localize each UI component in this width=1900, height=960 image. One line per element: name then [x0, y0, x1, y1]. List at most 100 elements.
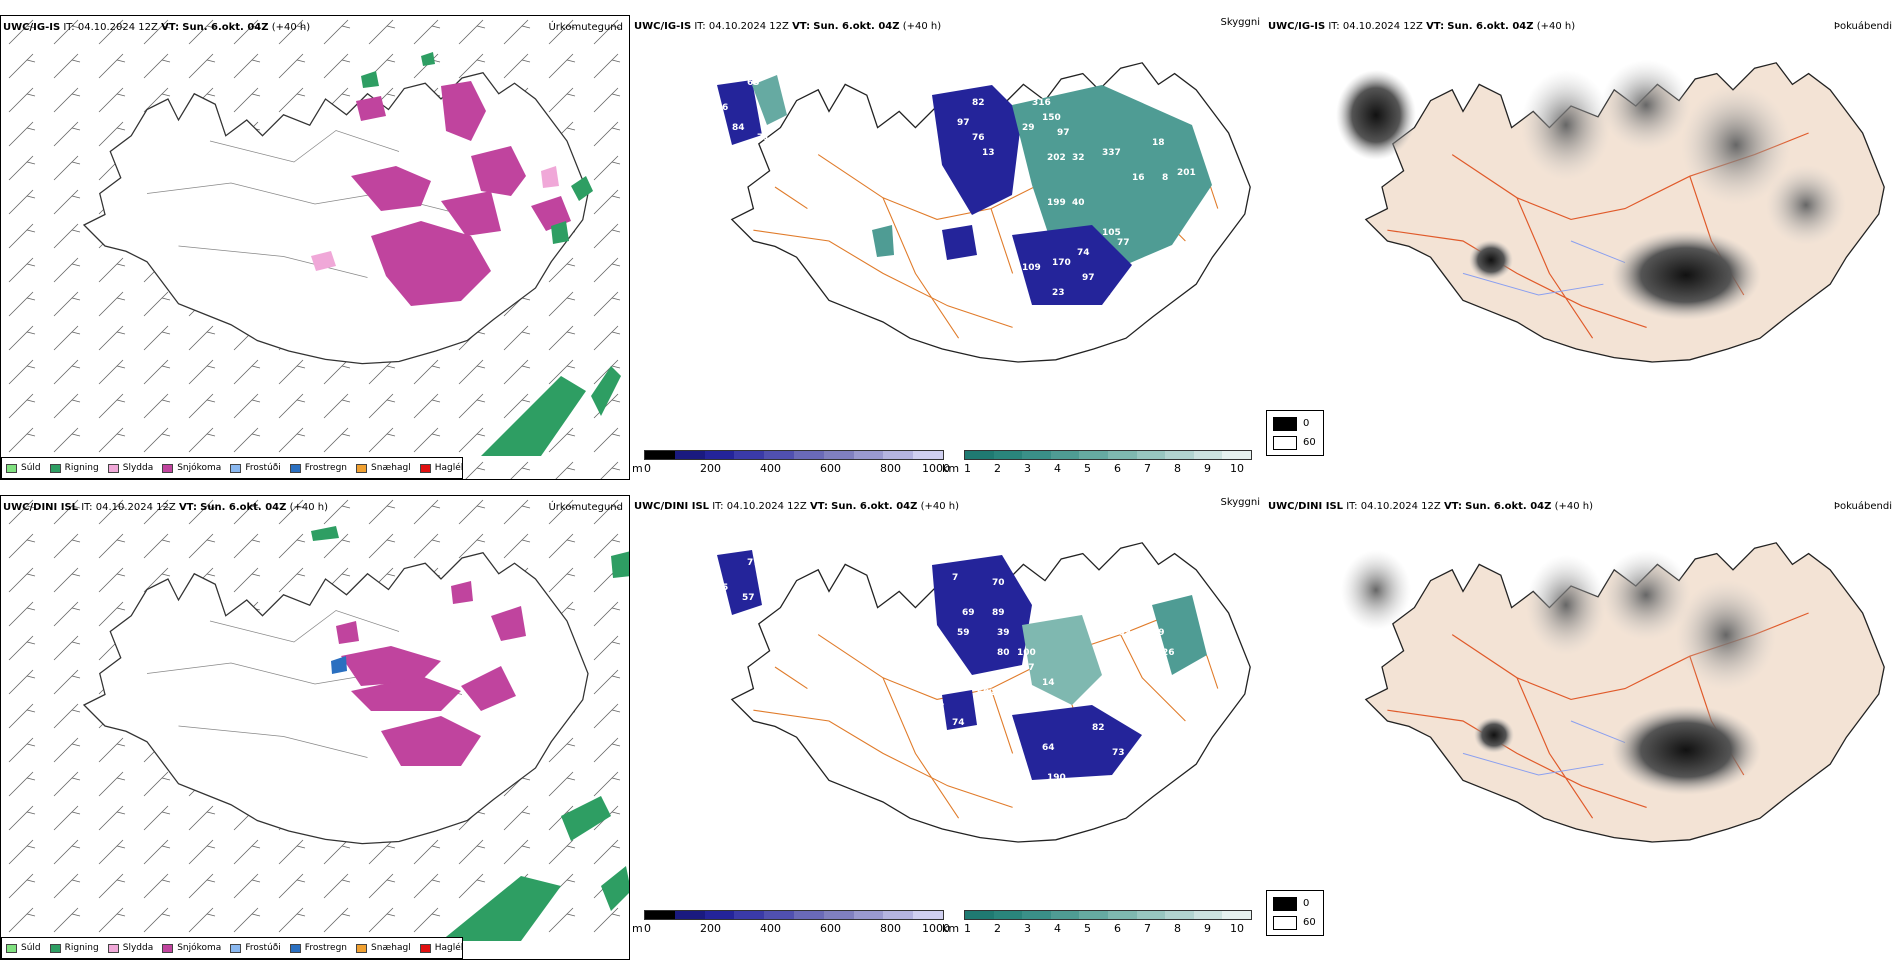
legend-item-frostudi: Frostúði	[230, 943, 281, 953]
tick: 400	[760, 922, 781, 935]
visibility-value-label: 201	[1177, 168, 1196, 178]
legend-item-sudl: Súld	[6, 463, 41, 473]
tick: 10	[1230, 922, 1244, 935]
tick: 1	[964, 462, 971, 475]
visibility-value-label: 65	[747, 78, 760, 88]
visibility-value-label: 59	[957, 628, 970, 638]
visibility-colorbar-km: km 1 2 3 4 5 6 7 8 9 10	[942, 910, 1254, 936]
tick: 4	[1054, 462, 1061, 475]
visibility-value-label: 97	[1057, 128, 1070, 138]
tick: 2	[994, 462, 1001, 475]
legend-item-frostregn: Frostregn	[289, 943, 347, 953]
tick: 5	[1084, 462, 1091, 475]
visibility-value-label: 89	[992, 608, 1005, 618]
visibility-value-label: 199	[1047, 198, 1066, 208]
visibility-value-label: 17	[932, 703, 945, 713]
visibility-colorbar-km: km 1 2 3 4 5 6 7 8 9 10	[942, 450, 1254, 476]
colorbar-m-strip	[644, 450, 944, 460]
tick: 9	[1204, 462, 1211, 475]
tick: 200	[700, 462, 721, 475]
tick: 9	[1204, 922, 1211, 935]
legend-item-haglel: Haglél	[419, 463, 463, 473]
visibility-value-label: 6	[742, 148, 748, 158]
visibility-value-label: 26	[1162, 648, 1175, 658]
visibility-value-label: 77	[1117, 238, 1130, 248]
rain-areas-1	[361, 52, 621, 456]
tick: 600	[820, 922, 841, 935]
colorbar-m-strip	[644, 910, 944, 920]
tick: 800	[880, 462, 901, 475]
panel-header: UWC/DINI ISL IT: 04.10.2024 12Z VT: Sun.…	[3, 502, 328, 513]
visibility-value-label: 39	[997, 628, 1010, 638]
fog-map-2	[1341, 542, 1885, 843]
tick: 6	[1114, 462, 1121, 475]
tick: 5	[1084, 922, 1091, 935]
visibility-value-label: 74	[952, 718, 965, 728]
visibility-value-label: 29	[1022, 123, 1035, 133]
fog-map-1	[1336, 60, 1885, 363]
precip-type-map-1	[1, 16, 629, 479]
panel-header: UWC/DINI ISL IT: 04.10.2024 12Z VT: Sun.…	[634, 501, 959, 512]
tick: 6	[1114, 922, 1121, 935]
visibility-value-label: 105	[1102, 228, 1121, 238]
visibility-value-label: 162	[1112, 608, 1131, 618]
panel-title: Þokuábendi	[1833, 501, 1892, 512]
fog-legend-min: 0	[1303, 418, 1310, 429]
visibility-value-label: 8	[1162, 173, 1168, 183]
visibility-value-label: 76	[972, 133, 985, 143]
visibility-value-label: 150	[1042, 113, 1061, 123]
visibility-value-label: 57	[742, 593, 755, 603]
colorbar-km-unit: km	[942, 462, 960, 475]
visibility-value-label: 14	[1042, 678, 1055, 688]
visibility-value-label: 82	[972, 98, 985, 108]
colorbar-km-strip	[964, 910, 1252, 920]
visibility-value-label: 23	[1052, 288, 1065, 298]
visibility-value-label: 100	[1017, 648, 1036, 658]
precip-legend: Súld Rigning Slydda Snjókoma Frostúði Fr…	[1, 937, 463, 959]
tick: 7	[1144, 462, 1151, 475]
visibility-value-label: 97	[957, 118, 970, 128]
visibility-value-label: 337	[1102, 148, 1121, 158]
visibility-value-label: 3	[1007, 88, 1013, 98]
visibility-colorbar-m: m 0 200 400 600 800 1000	[632, 450, 950, 476]
visibility-value-label: 11	[1057, 793, 1070, 803]
visibility-low-areas-1	[717, 75, 1212, 305]
precip-legend: Súld Rigning Slydda Snjókoma Frostúði Fr…	[1, 457, 463, 479]
panel-title: Þokuábendi	[1833, 21, 1892, 32]
fog-legend-max: 60	[1303, 437, 1316, 448]
precip-type-map-2	[1, 496, 629, 941]
visibility-value-label: 39	[1152, 628, 1165, 638]
tick: 4	[1054, 922, 1061, 935]
visibility-value-label: 80	[997, 648, 1010, 658]
tick: 0	[644, 922, 651, 935]
visibility-value-label: 32	[1072, 153, 1085, 163]
visibility-value-label: 269	[1112, 628, 1131, 638]
visibility-value-label: 18	[1152, 138, 1165, 148]
visibility-value-label: 109	[1022, 263, 1041, 273]
fog-legend-max: 60	[1303, 917, 1316, 928]
tick: 8	[1174, 462, 1181, 475]
visibility-value-label: 16	[1132, 173, 1145, 183]
panel-title: Skyggni	[1220, 17, 1260, 28]
fog-legend: 0 60	[1266, 890, 1324, 936]
visibility-value-label: 71	[757, 133, 770, 143]
legend-item-sudl: Súld	[6, 943, 41, 953]
precip-type-panel-2: UWC/DINI ISL IT: 04.10.2024 12Z VT: Sun.…	[0, 495, 630, 960]
visibility-value-label: 5	[722, 583, 728, 593]
visibility-value-label: 64	[1042, 743, 1055, 753]
visibility-value-label: 73	[1112, 748, 1125, 758]
visibility-panel-1: 65 6 84 71 6 82 97 76 13 3 29 316 150 97 202 32 337 18 16 8…	[632, 15, 1264, 480]
tick: 1000	[922, 462, 950, 475]
colorbar-m-unit: m	[632, 462, 643, 475]
visibility-value-label: 97	[1082, 273, 1095, 283]
panel-header: UWC/IG-IS IT: 04.10.2024 12Z VT: Sun. 6.…	[1268, 21, 1576, 32]
tick: 10	[1230, 462, 1244, 475]
visibility-value-label: 13	[982, 148, 995, 158]
legend-item-frostregn: Frostregn	[289, 463, 347, 473]
legend-item-haglel: Haglél	[419, 943, 463, 953]
tick: 1	[964, 922, 971, 935]
legend-item-rigning: Rigning	[49, 463, 99, 473]
visibility-value-label: 6	[722, 103, 728, 113]
snow-areas-1	[311, 81, 571, 306]
panel-title: Úrkomutegund	[548, 502, 623, 513]
